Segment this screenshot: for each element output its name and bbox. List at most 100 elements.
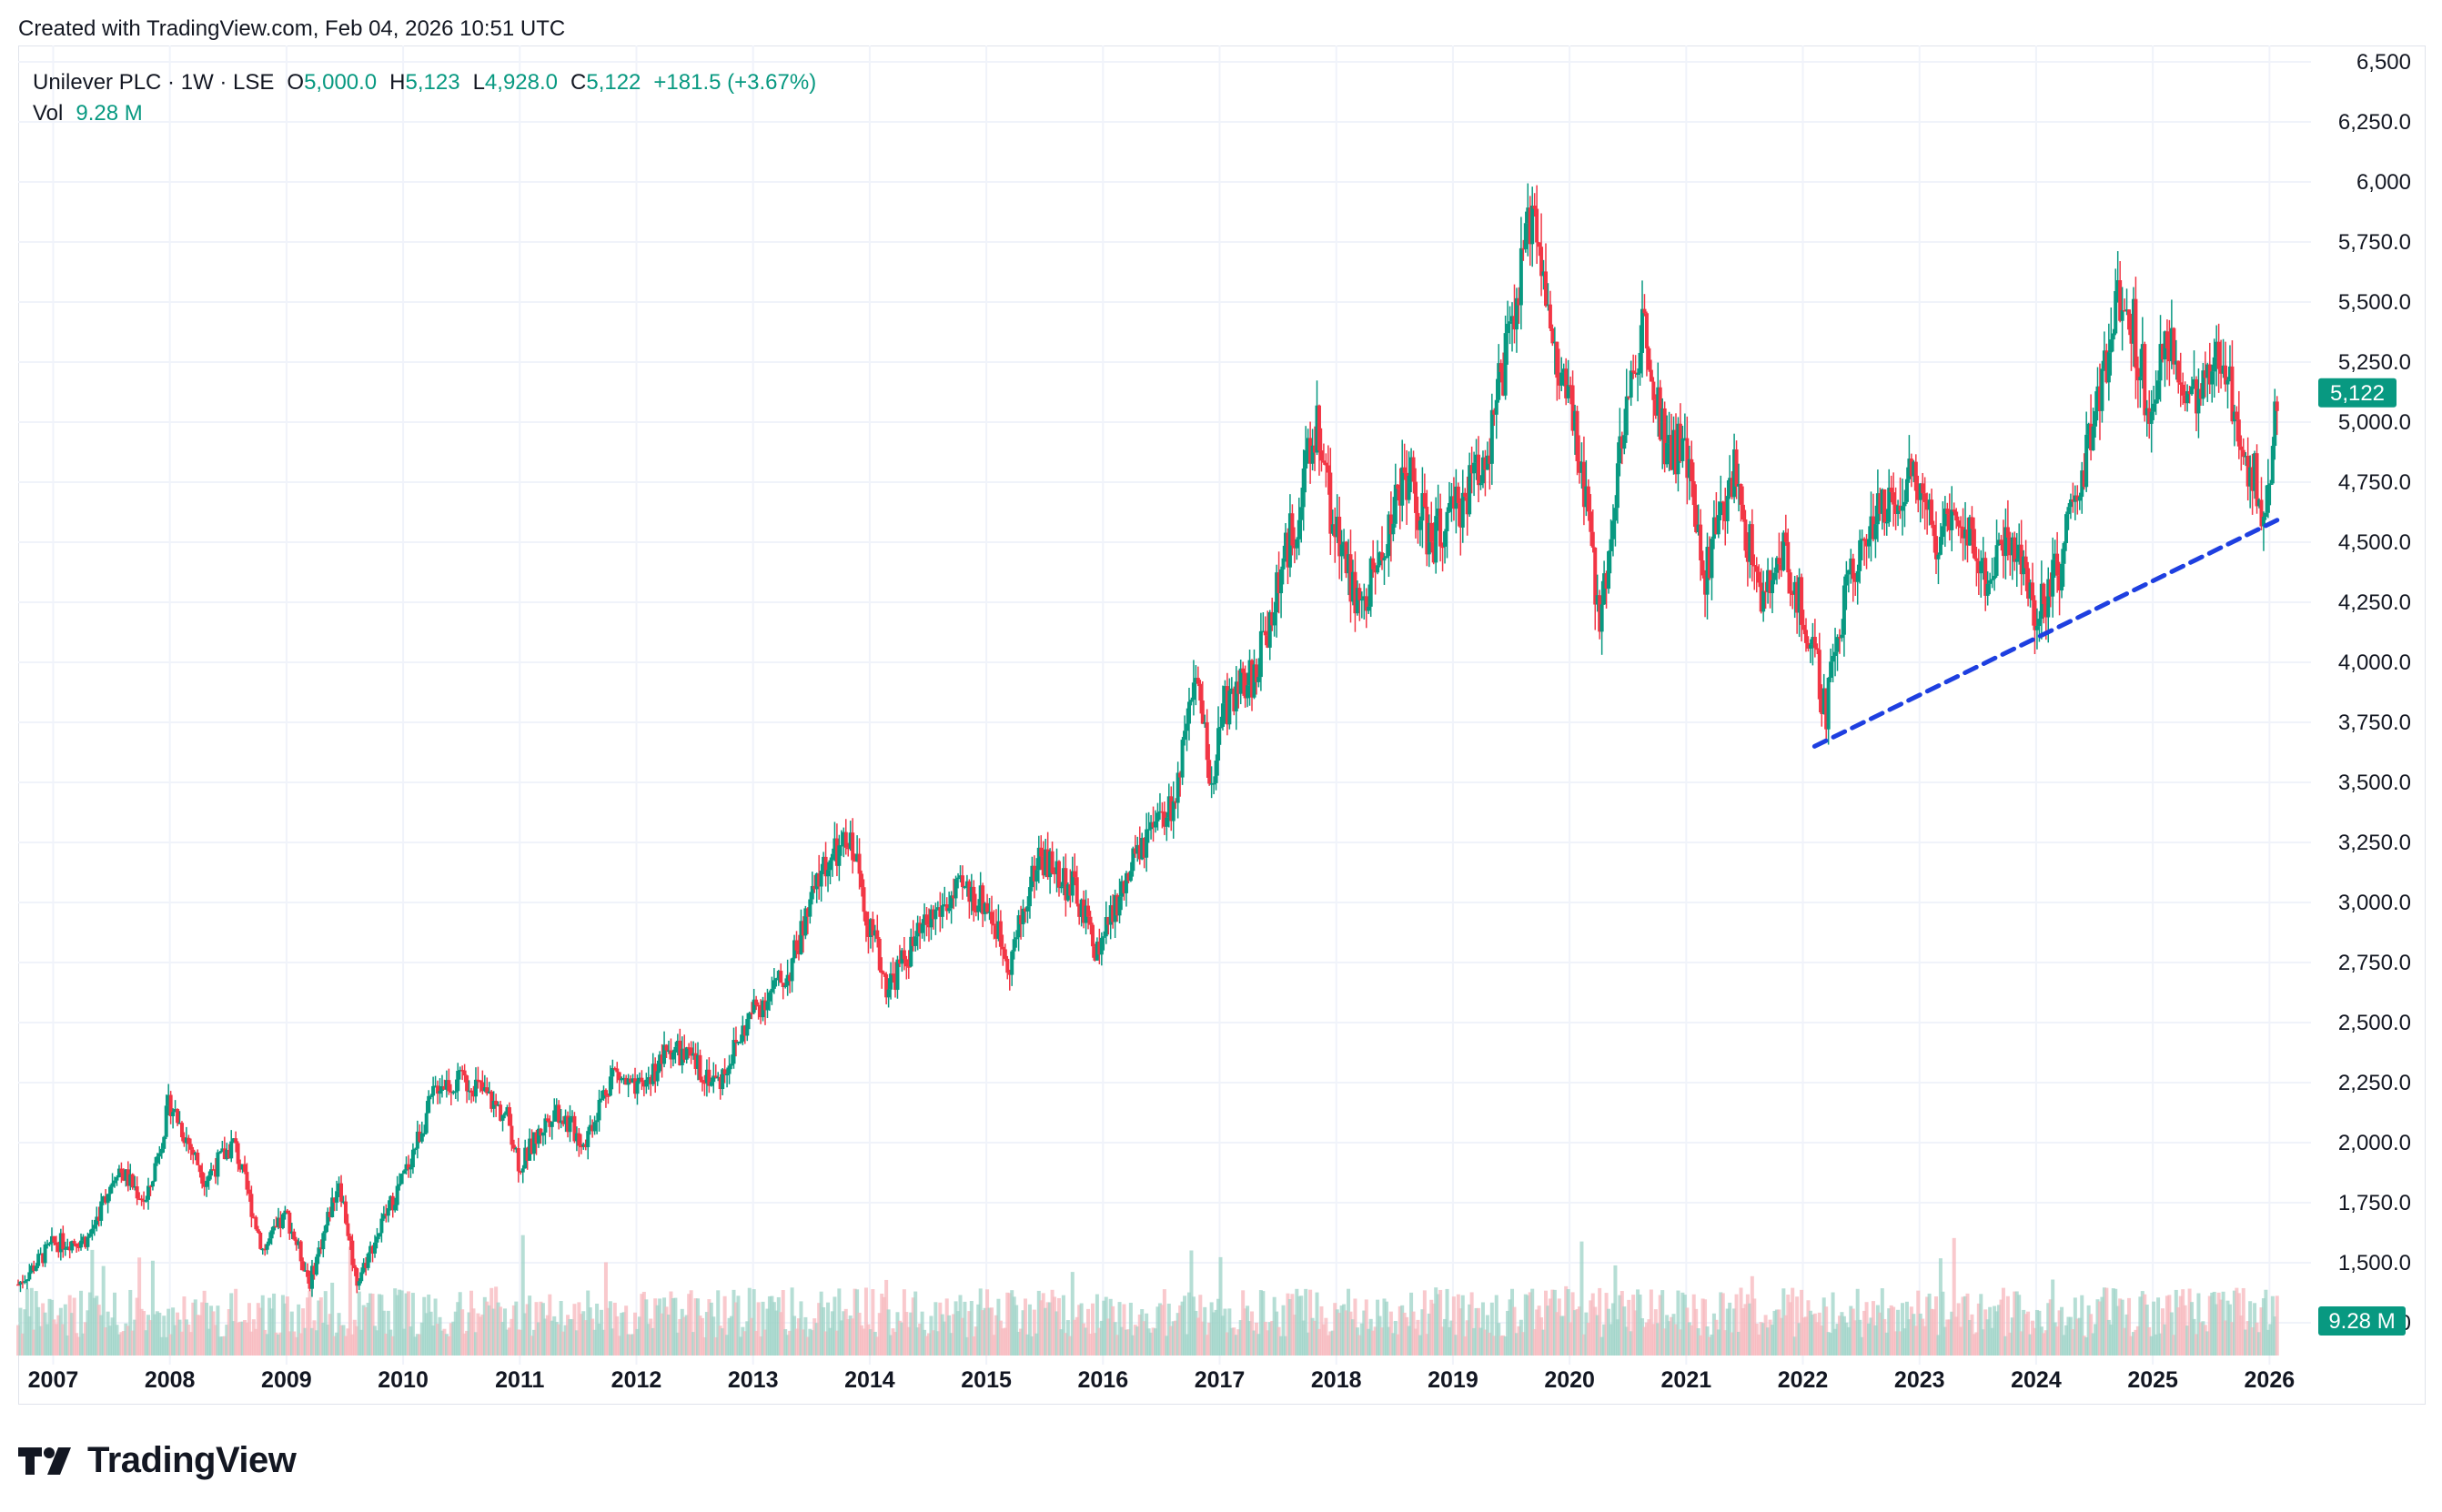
volume-bar bbox=[1295, 1288, 1299, 1356]
candle-body bbox=[732, 1040, 736, 1064]
candle-body bbox=[1099, 937, 1104, 955]
volume-bar bbox=[938, 1302, 943, 1356]
candlesticks[interactable] bbox=[16, 183, 2279, 1297]
candle-body bbox=[2190, 386, 2195, 395]
candle-body bbox=[772, 980, 776, 989]
volume-bar bbox=[438, 1316, 442, 1356]
symbol-title[interactable]: Unilever PLC · 1W · LSE bbox=[33, 70, 275, 95]
volume-bar bbox=[173, 1325, 177, 1356]
candle-body bbox=[341, 1201, 346, 1204]
candle-body bbox=[1030, 865, 1034, 888]
candle-body bbox=[895, 959, 900, 991]
candle-body bbox=[1319, 450, 1324, 461]
volume-bar bbox=[1330, 1330, 1335, 1356]
candle-body bbox=[678, 1040, 682, 1065]
volume-bar bbox=[1988, 1306, 1993, 1356]
candle-body bbox=[1871, 516, 1875, 539]
candle-body bbox=[1232, 688, 1236, 711]
candle-body bbox=[519, 1171, 523, 1174]
candle-body bbox=[776, 971, 781, 979]
volume-bar bbox=[1102, 1300, 1106, 1356]
volume-bar bbox=[1090, 1303, 1095, 1356]
candle-body bbox=[817, 873, 822, 887]
volume-bar bbox=[312, 1320, 317, 1356]
candle-body bbox=[1333, 524, 1337, 538]
volume-bar bbox=[499, 1306, 503, 1356]
candle-body bbox=[1477, 454, 1481, 486]
tradingview-logo[interactable]: TradingView bbox=[18, 1437, 297, 1483]
candle-body bbox=[863, 912, 868, 926]
volume-bar bbox=[222, 1336, 227, 1356]
candle-body bbox=[834, 838, 839, 866]
candle-body bbox=[1912, 461, 1916, 477]
year-tick-label: 2010 bbox=[378, 1367, 429, 1393]
volume-bar bbox=[1427, 1313, 1431, 1356]
candle-body bbox=[972, 886, 976, 912]
candle-body bbox=[106, 1194, 110, 1204]
volume-bar bbox=[860, 1325, 864, 1356]
candle-body bbox=[1651, 381, 1656, 400]
volume-bar bbox=[805, 1336, 810, 1356]
volume-bar bbox=[1308, 1289, 1313, 1356]
candle-body bbox=[359, 1272, 364, 1282]
volume-bar bbox=[540, 1303, 545, 1356]
candle-body bbox=[761, 1000, 765, 1018]
candle-body bbox=[386, 1208, 390, 1216]
volume-bar bbox=[756, 1302, 761, 1356]
volume-bar bbox=[1449, 1320, 1454, 1356]
candle-body bbox=[1077, 903, 1082, 917]
candle-body bbox=[269, 1230, 274, 1239]
volume-bar bbox=[2109, 1324, 2114, 1356]
candle-body bbox=[1826, 677, 1831, 730]
volume-bar bbox=[617, 1336, 621, 1356]
candle-body bbox=[309, 1265, 314, 1289]
candle-body bbox=[1999, 539, 2003, 545]
volume-bar bbox=[1371, 1330, 1376, 1356]
candle-body bbox=[318, 1247, 323, 1250]
volume-bar bbox=[1918, 1313, 1922, 1356]
volume-bar bbox=[1420, 1309, 1425, 1356]
volume-bar bbox=[1696, 1328, 1700, 1356]
volume-bar bbox=[725, 1335, 730, 1356]
volume-bar bbox=[974, 1326, 978, 1356]
candle-body bbox=[1321, 460, 1326, 463]
candle-body bbox=[1225, 686, 1229, 725]
candle-body bbox=[1146, 829, 1151, 831]
candle-body bbox=[1909, 459, 1913, 477]
candle-body bbox=[868, 919, 873, 937]
volume-bar bbox=[1711, 1313, 1716, 1356]
volume-bar bbox=[1640, 1318, 1645, 1356]
volume-bar bbox=[713, 1336, 718, 1356]
volume-bar bbox=[2201, 1321, 2205, 1356]
candle-body bbox=[337, 1183, 341, 1192]
volume-bar bbox=[1979, 1294, 1983, 1356]
candle-body bbox=[1458, 503, 1463, 528]
candle-body bbox=[2259, 499, 2264, 527]
volume-bar bbox=[687, 1294, 691, 1356]
volume-bar bbox=[1638, 1295, 1642, 1356]
volume-bar bbox=[2066, 1316, 2071, 1356]
volume-bar bbox=[1985, 1319, 1990, 1356]
candle-body bbox=[718, 1076, 722, 1090]
candle-body bbox=[2250, 467, 2255, 491]
volume-bar bbox=[422, 1296, 427, 1356]
volume-bar bbox=[1665, 1315, 1670, 1356]
candle-body bbox=[126, 1169, 130, 1186]
volume-bar bbox=[1073, 1319, 1077, 1356]
time-axis[interactable]: 2007 2008 2009 2010 2011 2012 2013 2014 2015 2016… bbox=[28, 1367, 2296, 1393]
volume-bar bbox=[36, 1306, 41, 1356]
volume-bar bbox=[1183, 1295, 1187, 1356]
volume-bar bbox=[897, 1320, 902, 1356]
volume-bar bbox=[1045, 1302, 1050, 1356]
support-trendline[interactable] bbox=[1811, 516, 2284, 749]
candle-body bbox=[1530, 206, 1535, 245]
candle-body bbox=[2176, 360, 2181, 383]
volume-bar bbox=[1956, 1303, 1961, 1356]
volume-bar bbox=[1041, 1293, 1045, 1356]
price-axis[interactable]: 1,250.01,500.01,750.02,000.02,250.02,500… bbox=[2338, 50, 2411, 1336]
volume-bar bbox=[1483, 1329, 1488, 1356]
volume-bar bbox=[72, 1297, 76, 1356]
volume-bar bbox=[2053, 1322, 2057, 1356]
volume-bar bbox=[990, 1307, 994, 1356]
